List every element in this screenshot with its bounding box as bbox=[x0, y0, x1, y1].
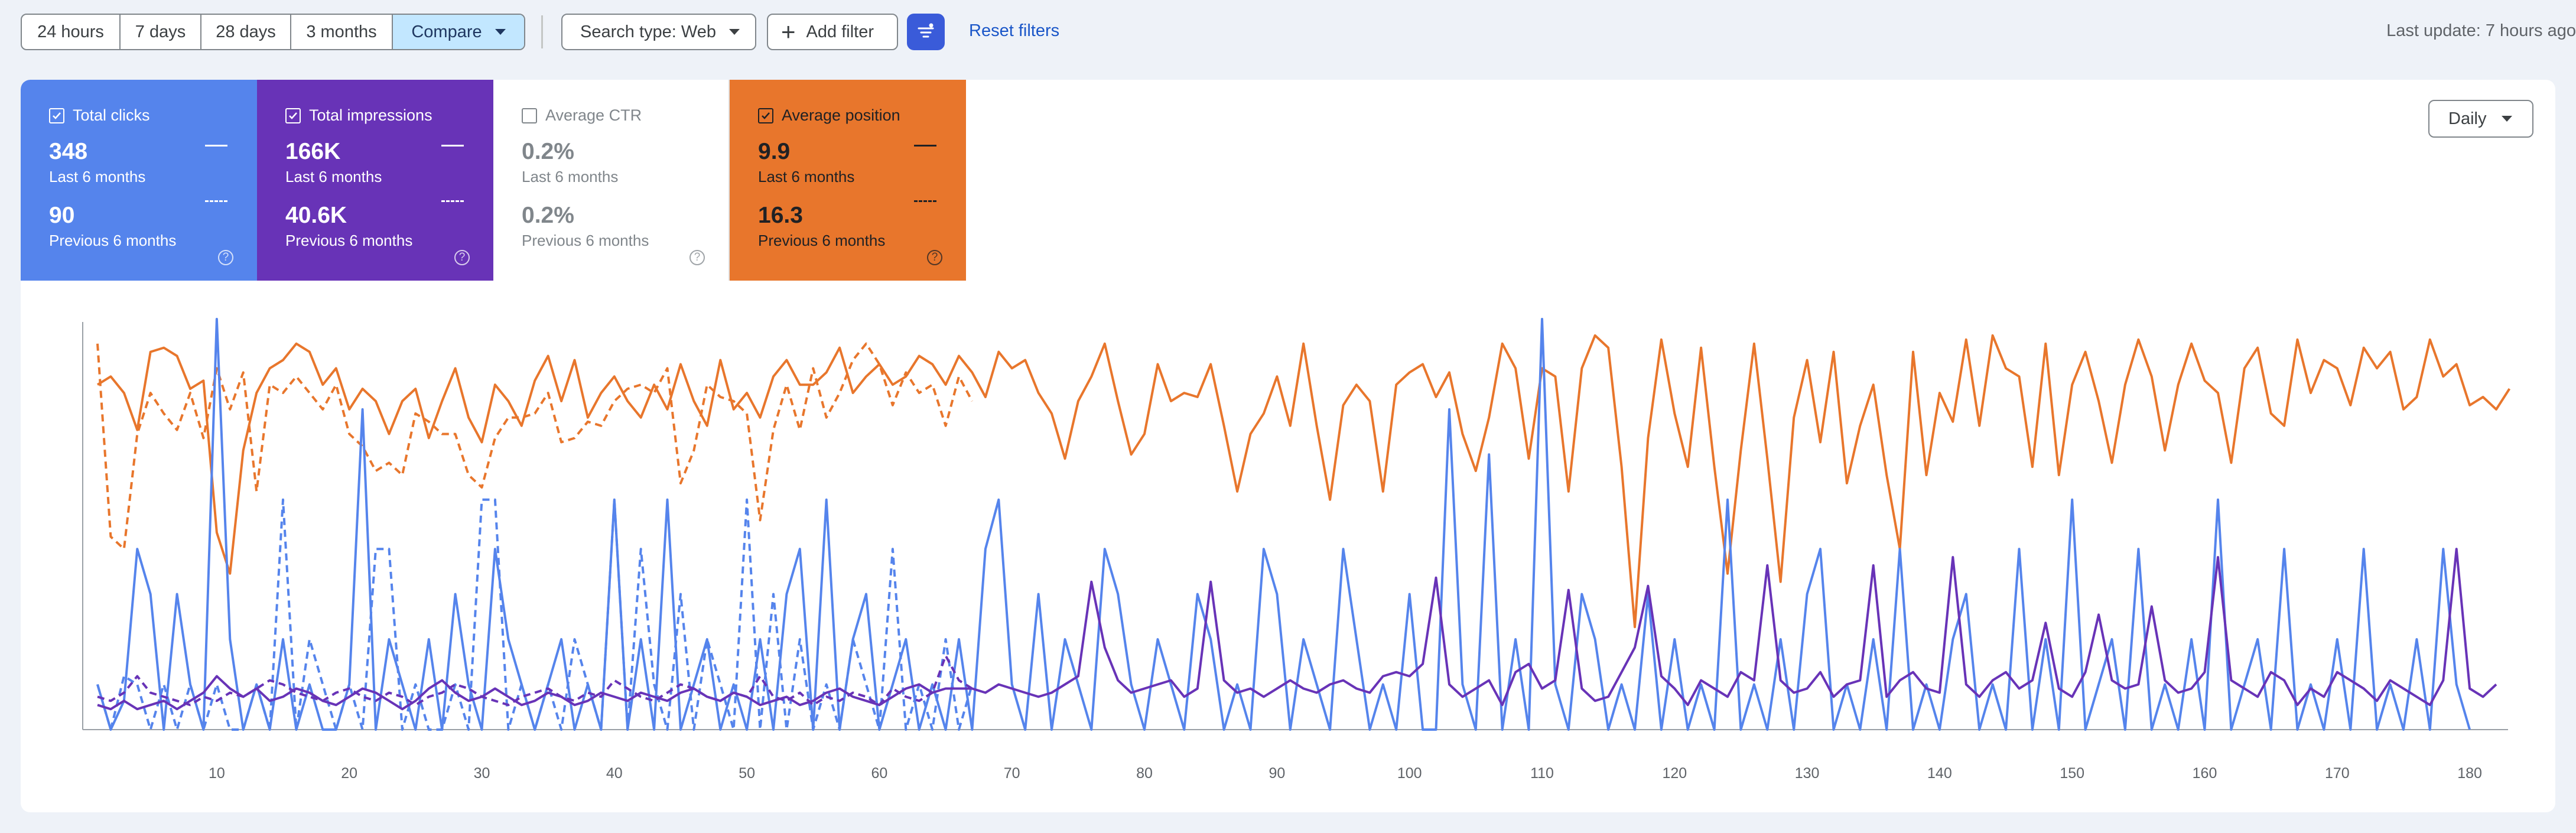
metric-current-value: 0.2% bbox=[522, 139, 574, 164]
x-tick-label: 130 bbox=[1795, 765, 1820, 782]
metric-current-value: 9.9 bbox=[758, 139, 791, 164]
metric-title: Average CTR bbox=[545, 106, 642, 124]
search-type-dropdown[interactable]: Search type: Web bbox=[561, 14, 756, 50]
metric-previous-value: 90 bbox=[49, 203, 75, 228]
metric-previous-label: Previous 6 months bbox=[758, 232, 886, 249]
x-tick-label: 120 bbox=[1662, 765, 1687, 782]
dashed-line-legend-icon bbox=[914, 200, 936, 202]
checkbox-icon[interactable] bbox=[49, 108, 64, 123]
chart-x-tick-labels: 10 20 30 40 50 60 70 80 90 100 110 120 130 140 150 160 1… bbox=[209, 765, 2482, 782]
metric-tile-average-position[interactable]: Average position 9.9 Last 6 months 16.3 … bbox=[730, 80, 966, 281]
x-tick-label: 160 bbox=[2193, 765, 2217, 782]
last-update-text: Last update: 7 hours ago bbox=[2386, 21, 2576, 40]
range-compare-button[interactable]: Compare bbox=[393, 15, 524, 49]
x-tick-label: 50 bbox=[739, 765, 755, 782]
x-tick-label: 140 bbox=[1927, 765, 1952, 782]
add-filter-button[interactable]: + Add filter bbox=[767, 14, 898, 50]
performance-chart: 10 20 30 40 50 60 70 80 90 100 110 120 130 140 150 160 1… bbox=[82, 318, 2511, 782]
metric-previous-value: 16.3 bbox=[758, 203, 803, 228]
x-tick-label: 90 bbox=[1269, 765, 1285, 782]
checkbox-icon[interactable] bbox=[758, 108, 773, 123]
range-7-days-button[interactable]: 7 days bbox=[121, 15, 201, 49]
metric-tile-average-ctr[interactable]: Average CTR 0.2% Last 6 months 0.2% Prev… bbox=[493, 80, 730, 281]
metric-previous-label: Previous 6 months bbox=[522, 232, 649, 249]
x-tick-label: 150 bbox=[2060, 765, 2084, 782]
x-tick-label: 180 bbox=[2457, 765, 2482, 782]
range-28-days-button[interactable]: 28 days bbox=[201, 15, 291, 49]
granularity-dropdown[interactable]: Daily bbox=[2428, 100, 2533, 138]
x-tick-label: 170 bbox=[2325, 765, 2350, 782]
checkbox-icon[interactable] bbox=[522, 108, 537, 123]
x-tick-label: 110 bbox=[1530, 765, 1554, 782]
series-line-position-current bbox=[96, 334, 2511, 629]
x-tick-label: 20 bbox=[341, 765, 357, 782]
x-tick-label: 60 bbox=[871, 765, 887, 782]
series-line-clicks-current bbox=[96, 318, 2471, 731]
filter-settings-button[interactable] bbox=[907, 14, 945, 50]
date-range-selector: 24 hours 7 days 28 days 3 months Compare bbox=[21, 14, 525, 50]
metric-previous-value: 40.6K bbox=[285, 203, 347, 228]
checkbox-icon[interactable] bbox=[285, 108, 301, 123]
metric-current-label: Last 6 months bbox=[49, 168, 146, 186]
metric-title: Average position bbox=[782, 106, 900, 124]
dashed-line-legend-icon bbox=[205, 200, 227, 202]
x-tick-label: 70 bbox=[1004, 765, 1020, 782]
range-24-hours-button[interactable]: 24 hours bbox=[22, 15, 121, 49]
series-line-impressions-previous bbox=[97, 654, 973, 707]
metric-previous-label: Previous 6 months bbox=[49, 232, 177, 249]
x-tick-label: 100 bbox=[1397, 765, 1422, 782]
metric-tile-total-impressions[interactable]: Total impressions 166K Last 6 months 40.… bbox=[257, 80, 493, 281]
x-tick-label: 10 bbox=[209, 765, 225, 782]
reset-filters-link[interactable]: Reset filters bbox=[969, 21, 1060, 40]
series-line-impressions-current bbox=[97, 548, 2497, 711]
metric-previous-value: 0.2% bbox=[522, 203, 574, 228]
series-line-clicks-previous bbox=[96, 498, 974, 731]
x-tick-label: 40 bbox=[606, 765, 623, 782]
help-icon[interactable]: ? bbox=[689, 250, 705, 265]
help-icon[interactable]: ? bbox=[218, 250, 233, 265]
x-tick-label: 30 bbox=[474, 765, 490, 782]
metric-title: Total clicks bbox=[73, 106, 150, 124]
metric-current-label: Last 6 months bbox=[285, 168, 382, 186]
plus-icon: + bbox=[781, 18, 796, 45]
metric-previous-label: Previous 6 months bbox=[285, 232, 413, 249]
solid-line-legend-icon bbox=[914, 145, 936, 147]
filter-settings-icon bbox=[918, 23, 934, 38]
metric-title: Total impressions bbox=[309, 106, 432, 124]
help-icon[interactable]: ? bbox=[927, 250, 942, 265]
help-icon[interactable]: ? bbox=[454, 250, 470, 265]
toolbar: 24 hours 7 days 28 days 3 months Compare… bbox=[0, 0, 2576, 65]
series-line-position-previous bbox=[96, 342, 974, 551]
solid-line-legend-icon bbox=[205, 145, 227, 147]
caret-down-icon bbox=[728, 29, 740, 35]
caret-down-icon bbox=[495, 29, 506, 35]
metric-current-value: 348 bbox=[49, 139, 88, 164]
range-3-months-button[interactable]: 3 months bbox=[291, 15, 393, 49]
chart-series-group bbox=[96, 318, 2511, 731]
metric-tile-total-clicks[interactable]: Total clicks 348 Last 6 months 90 Previo… bbox=[21, 80, 257, 281]
toolbar-divider bbox=[541, 15, 543, 48]
metric-current-label: Last 6 months bbox=[522, 168, 619, 186]
x-tick-label: 80 bbox=[1136, 765, 1153, 782]
dashed-line-legend-icon bbox=[441, 200, 464, 202]
caret-down-icon bbox=[2502, 116, 2513, 122]
metric-current-label: Last 6 months bbox=[758, 168, 855, 186]
metric-current-value: 166K bbox=[285, 139, 341, 164]
performance-card: Total clicks 348 Last 6 months 90 Previo… bbox=[21, 80, 2555, 812]
solid-line-legend-icon bbox=[441, 145, 464, 147]
